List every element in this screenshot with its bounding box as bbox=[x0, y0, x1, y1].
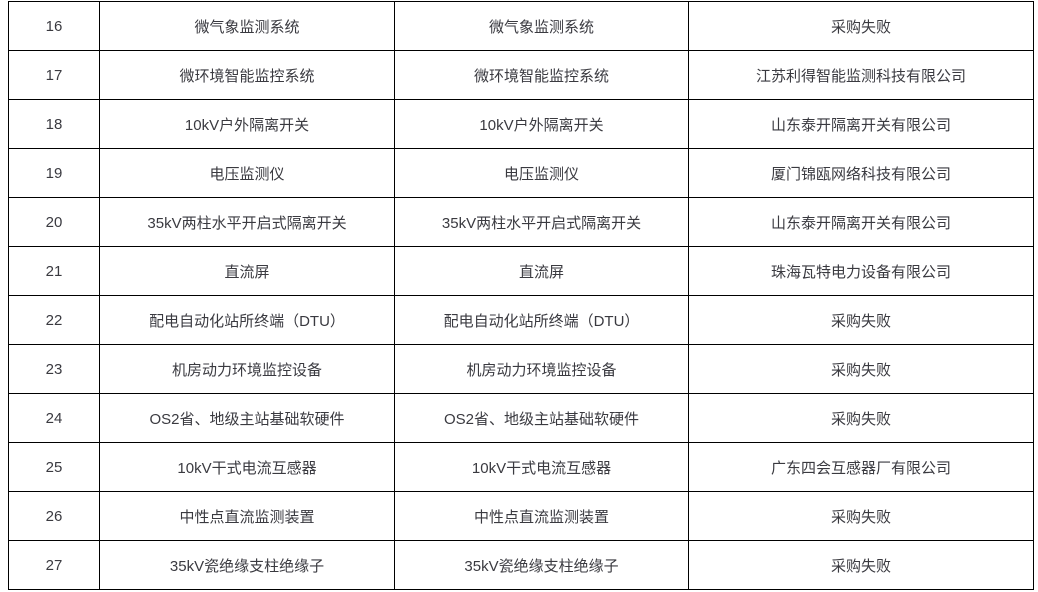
procurement-results-table: 16 微气象监测系统 微气象监测系统 采购失败 17 微环境智能监控系统 微环境… bbox=[8, 1, 1034, 590]
row-number-cell: 21 bbox=[8, 246, 100, 296]
result-cell: 采购失败 bbox=[688, 540, 1034, 590]
table-row: 26 中性点直流监测装置 中性点直流监测装置 采购失败 bbox=[8, 491, 1034, 541]
result-cell: 厦门锦瓯网络科技有限公司 bbox=[688, 148, 1034, 198]
material-name-cell: 35kV两柱水平开启式隔离开关 bbox=[394, 197, 689, 247]
table-row: 27 35kV瓷绝缘支柱绝缘子 35kV瓷绝缘支柱绝缘子 采购失败 bbox=[8, 540, 1034, 590]
material-name-cell: 机房动力环境监控设备 bbox=[394, 344, 689, 394]
item-name-cell: 10kV干式电流互感器 bbox=[99, 442, 395, 492]
table-row: 19 电压监测仪 电压监测仪 厦门锦瓯网络科技有限公司 bbox=[8, 148, 1034, 198]
item-name-cell: 电压监测仪 bbox=[99, 148, 395, 198]
material-name-cell: 微气象监测系统 bbox=[394, 1, 689, 51]
table-row: 21 直流屏 直流屏 珠海瓦特电力设备有限公司 bbox=[8, 246, 1034, 296]
item-name-cell: 机房动力环境监控设备 bbox=[99, 344, 395, 394]
material-name-cell: 10kV干式电流互感器 bbox=[394, 442, 689, 492]
table-row: 17 微环境智能监控系统 微环境智能监控系统 江苏利得智能监测科技有限公司 bbox=[8, 50, 1034, 100]
result-cell: 广东四会互感器厂有限公司 bbox=[688, 442, 1034, 492]
item-name-cell: 配电自动化站所终端（DTU） bbox=[99, 295, 395, 345]
row-number-cell: 22 bbox=[8, 295, 100, 345]
item-name-cell: 35kV两柱水平开启式隔离开关 bbox=[99, 197, 395, 247]
table-row: 22 配电自动化站所终端（DTU） 配电自动化站所终端（DTU） 采购失败 bbox=[8, 295, 1034, 345]
row-number-cell: 17 bbox=[8, 50, 100, 100]
item-name-cell: 中性点直流监测装置 bbox=[99, 491, 395, 541]
item-name-cell: 微气象监测系统 bbox=[99, 1, 395, 51]
row-number-cell: 20 bbox=[8, 197, 100, 247]
material-name-cell: 微环境智能监控系统 bbox=[394, 50, 689, 100]
material-name-cell: 配电自动化站所终端（DTU） bbox=[394, 295, 689, 345]
row-number-cell: 19 bbox=[8, 148, 100, 198]
result-cell: 采购失败 bbox=[688, 344, 1034, 394]
result-cell: 山东泰开隔离开关有限公司 bbox=[688, 197, 1034, 247]
material-name-cell: 10kV户外隔离开关 bbox=[394, 99, 689, 149]
table-row: 18 10kV户外隔离开关 10kV户外隔离开关 山东泰开隔离开关有限公司 bbox=[8, 99, 1034, 149]
row-number-cell: 24 bbox=[8, 393, 100, 443]
table-row: 24 OS2省、地级主站基础软硬件 OS2省、地级主站基础软硬件 采购失败 bbox=[8, 393, 1034, 443]
row-number-cell: 18 bbox=[8, 99, 100, 149]
material-name-cell: OS2省、地级主站基础软硬件 bbox=[394, 393, 689, 443]
result-cell: 采购失败 bbox=[688, 295, 1034, 345]
result-cell: 采购失败 bbox=[688, 491, 1034, 541]
result-cell: 山东泰开隔离开关有限公司 bbox=[688, 99, 1034, 149]
result-cell: 采购失败 bbox=[688, 1, 1034, 51]
result-cell: 采购失败 bbox=[688, 393, 1034, 443]
row-number-cell: 16 bbox=[8, 1, 100, 51]
item-name-cell: 直流屏 bbox=[99, 246, 395, 296]
material-name-cell: 35kV瓷绝缘支柱绝缘子 bbox=[394, 540, 689, 590]
result-cell: 珠海瓦特电力设备有限公司 bbox=[688, 246, 1034, 296]
table-row: 16 微气象监测系统 微气象监测系统 采购失败 bbox=[8, 1, 1034, 51]
item-name-cell: 微环境智能监控系统 bbox=[99, 50, 395, 100]
row-number-cell: 26 bbox=[8, 491, 100, 541]
item-name-cell: OS2省、地级主站基础软硬件 bbox=[99, 393, 395, 443]
result-cell: 江苏利得智能监测科技有限公司 bbox=[688, 50, 1034, 100]
row-number-cell: 25 bbox=[8, 442, 100, 492]
row-number-cell: 23 bbox=[8, 344, 100, 394]
item-name-cell: 35kV瓷绝缘支柱绝缘子 bbox=[99, 540, 395, 590]
item-name-cell: 10kV户外隔离开关 bbox=[99, 99, 395, 149]
table-row: 20 35kV两柱水平开启式隔离开关 35kV两柱水平开启式隔离开关 山东泰开隔… bbox=[8, 197, 1034, 247]
table-row: 25 10kV干式电流互感器 10kV干式电流互感器 广东四会互感器厂有限公司 bbox=[8, 442, 1034, 492]
material-name-cell: 直流屏 bbox=[394, 246, 689, 296]
material-name-cell: 中性点直流监测装置 bbox=[394, 491, 689, 541]
row-number-cell: 27 bbox=[8, 540, 100, 590]
table-row: 23 机房动力环境监控设备 机房动力环境监控设备 采购失败 bbox=[8, 344, 1034, 394]
material-name-cell: 电压监测仪 bbox=[394, 148, 689, 198]
